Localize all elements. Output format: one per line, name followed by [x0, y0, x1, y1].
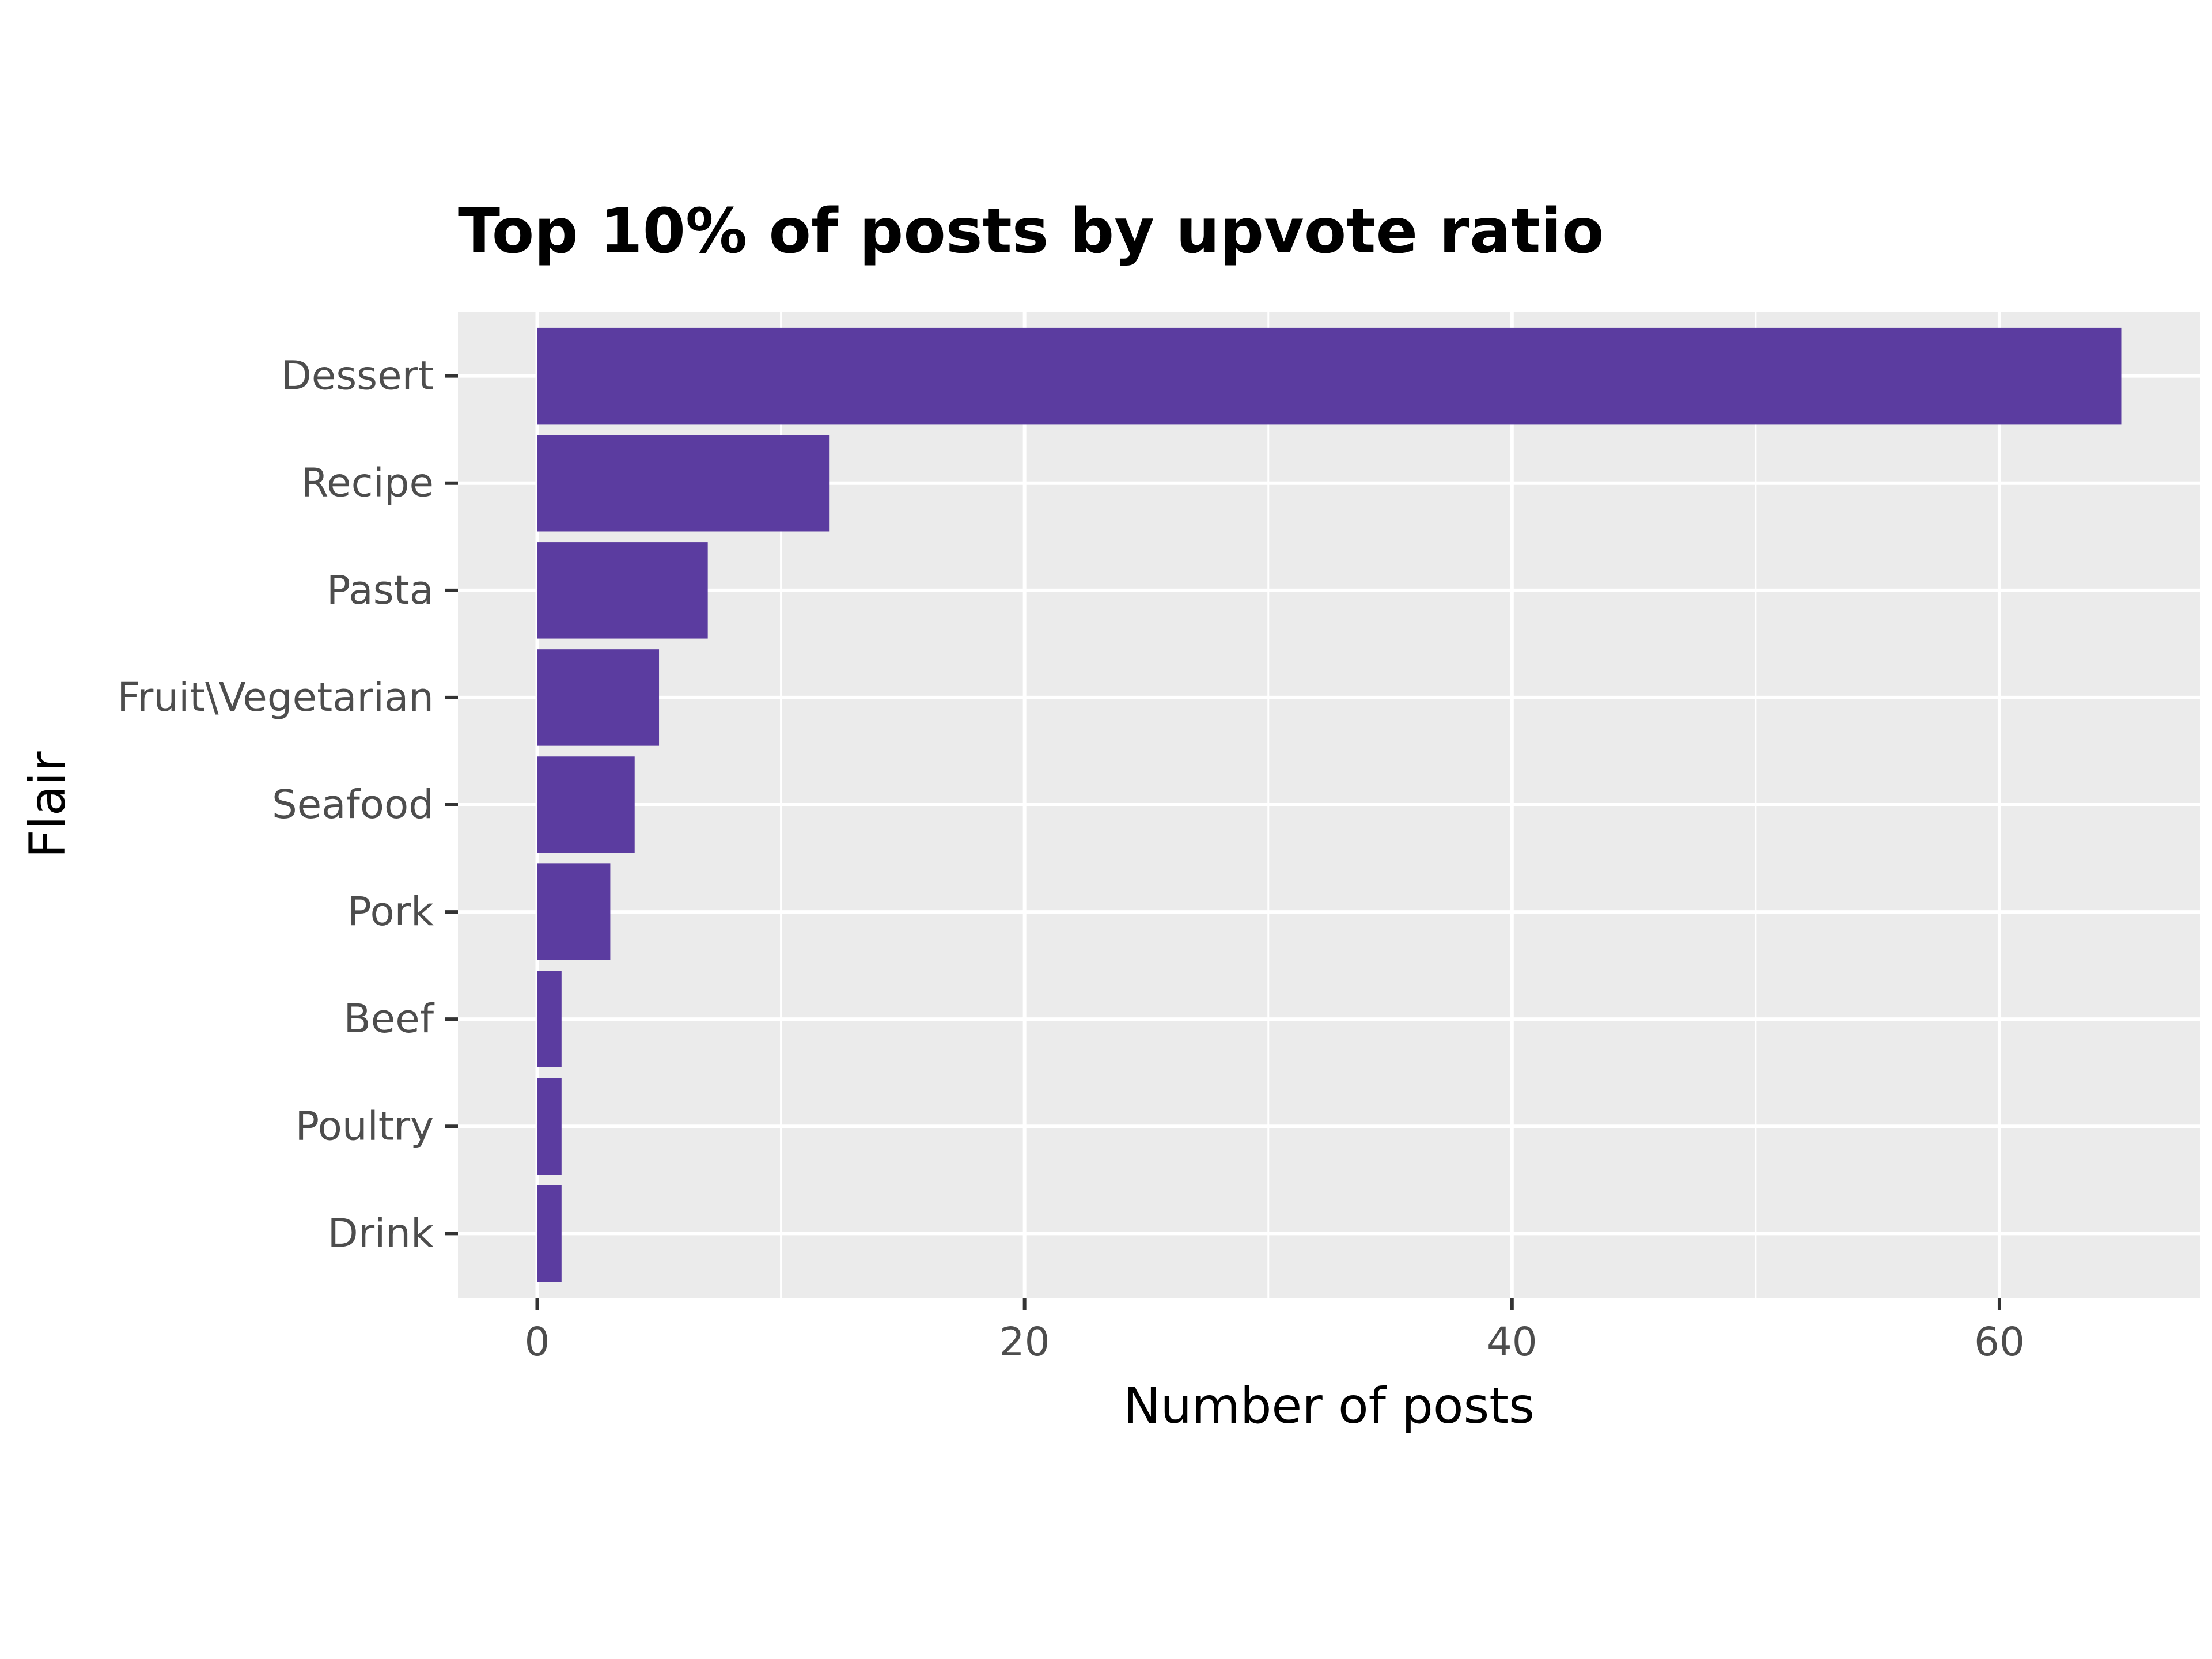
y-tick-label: Seafood	[272, 782, 434, 828]
bar-recipe	[537, 435, 830, 532]
bar-poultry	[537, 1078, 562, 1175]
x-axis-label: Number of posts	[1123, 1377, 1535, 1435]
y-axis-label: Flair	[19, 751, 77, 858]
bar-drink	[537, 1185, 562, 1282]
x-axis: 0 20 40 60	[525, 1298, 2025, 1365]
bar-pasta	[537, 542, 708, 639]
y-axis: Dessert Recipe Pasta Fruit\Vegetarian Seafoo…	[117, 353, 458, 1256]
bar-fruit-vegetarian	[537, 649, 660, 746]
x-tick-label: 40	[1487, 1319, 1537, 1365]
y-tick-label: Dessert	[281, 353, 434, 399]
bar-seafood	[537, 756, 635, 853]
chart-title: Top 10% of posts by upvote ratio	[458, 196, 1604, 267]
y-tick-label: Drink	[328, 1210, 434, 1256]
y-tick-label: Fruit\Vegetarian	[117, 675, 434, 721]
y-tick-label: Beef	[343, 996, 434, 1042]
bar-pork	[537, 863, 611, 960]
bars-layer	[537, 327, 2122, 1282]
y-tick-label: Pasta	[327, 567, 434, 613]
y-tick-label: Recipe	[301, 460, 434, 506]
bar-beef	[537, 971, 562, 1067]
x-tick-label: 0	[525, 1319, 550, 1365]
y-tick-label: Pork	[347, 889, 434, 935]
bar-dessert	[537, 327, 2122, 425]
y-tick-label: Poultry	[295, 1103, 434, 1149]
x-tick-label: 60	[1974, 1319, 2025, 1365]
x-tick-label: 20	[999, 1319, 1050, 1365]
